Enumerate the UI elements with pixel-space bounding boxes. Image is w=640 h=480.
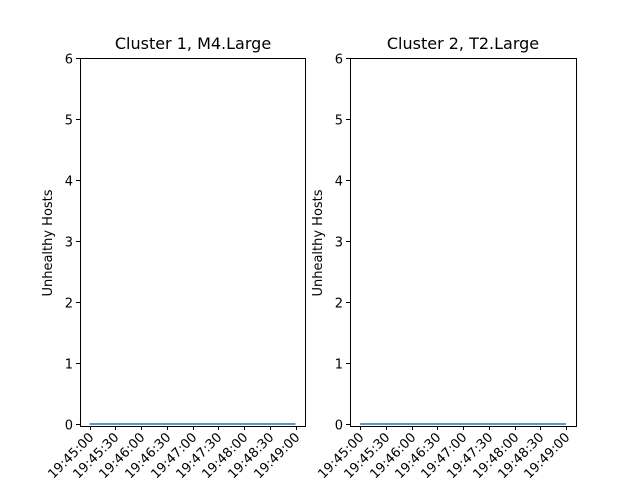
y-axis-label: Unhealthy Hosts xyxy=(41,189,56,296)
y-tick-label: 0 xyxy=(65,419,73,434)
y-axis-label: Unhealthy Hosts xyxy=(311,189,326,296)
y-tick-label: 2 xyxy=(65,297,73,312)
y-tick-label: 5 xyxy=(335,114,343,129)
y-tick-label: 4 xyxy=(335,175,343,190)
chart-title: Cluster 1, M4.Large xyxy=(115,34,271,53)
y-tick-label: 6 xyxy=(65,53,73,68)
y-tick-label: 1 xyxy=(65,358,73,373)
y-tick-label: 0 xyxy=(335,419,343,434)
y-tick-label: 1 xyxy=(335,358,343,373)
y-tick-label: 6 xyxy=(335,53,343,68)
chart-title: Cluster 2, T2.Large xyxy=(387,34,539,53)
plot-area-frame xyxy=(350,58,577,427)
chart-panel-cluster-2: Cluster 2, T2.Large Unhealthy Hosts 0 1 2 3… xyxy=(311,34,577,480)
y-tick-label: 3 xyxy=(335,236,343,251)
y-tick-label: 4 xyxy=(65,175,73,190)
y-tick-label: 2 xyxy=(335,297,343,312)
y-tick-label: 3 xyxy=(65,236,73,251)
plot-area-frame xyxy=(80,58,306,427)
y-tick-label: 5 xyxy=(65,114,73,129)
chart-panel-cluster-1: Cluster 1, M4.Large Unhealthy Hosts 0 1 2 3… xyxy=(41,34,306,480)
